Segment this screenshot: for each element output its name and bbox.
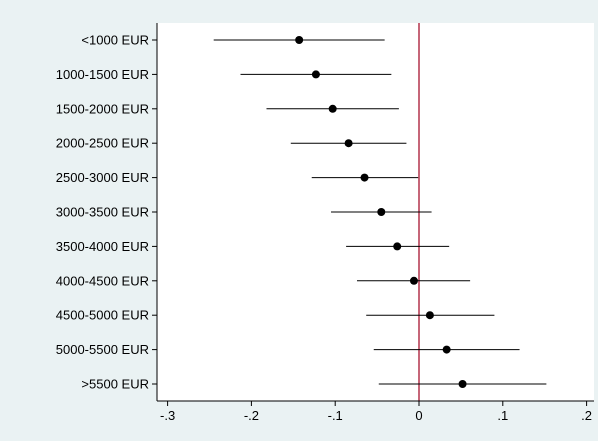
y-tick-label: <1000 EUR [81, 33, 149, 48]
y-tick-label: 2000-2500 EUR [56, 136, 149, 151]
x-tick-label: -.1 [328, 408, 343, 423]
axis-layer: <1000 EUR 1000-1500 EUR 1500-2000 EUR 2000-… [56, 23, 594, 423]
marks-layer [213, 36, 547, 388]
x-tick-label: 0 [415, 408, 422, 423]
y-tick-label: 3000-3500 EUR [56, 205, 149, 220]
point-estimate [393, 242, 402, 251]
point-estimate [295, 36, 304, 44]
point-estimate [458, 380, 467, 388]
x-tick-label: -.2 [244, 408, 259, 423]
x-tick-label: -.3 [160, 408, 175, 423]
y-tick-label: 2500-3000 EUR [56, 170, 149, 185]
point-estimate [425, 311, 434, 320]
x-tick-label: .2 [581, 408, 592, 423]
point-estimate [344, 139, 353, 148]
y-tick-label: 4000-4500 EUR [56, 273, 149, 288]
y-tick-label: >5500 EUR [81, 377, 149, 392]
y-tick-label: 1500-2000 EUR [56, 101, 149, 116]
x-tick-label: .1 [497, 408, 508, 423]
y-tick-label: 1000-1500 EUR [56, 67, 149, 82]
point-estimate [377, 208, 386, 216]
point-estimate [409, 276, 418, 285]
y-tick-label: 4500-5000 EUR [56, 308, 149, 323]
point-estimate [311, 70, 320, 79]
y-tick-label: 5000-5500 EUR [56, 342, 149, 357]
point-estimate [442, 345, 451, 354]
y-tick-label: 3500-4000 EUR [56, 239, 149, 254]
point-estimate [328, 104, 337, 113]
point-estimate [360, 173, 369, 182]
